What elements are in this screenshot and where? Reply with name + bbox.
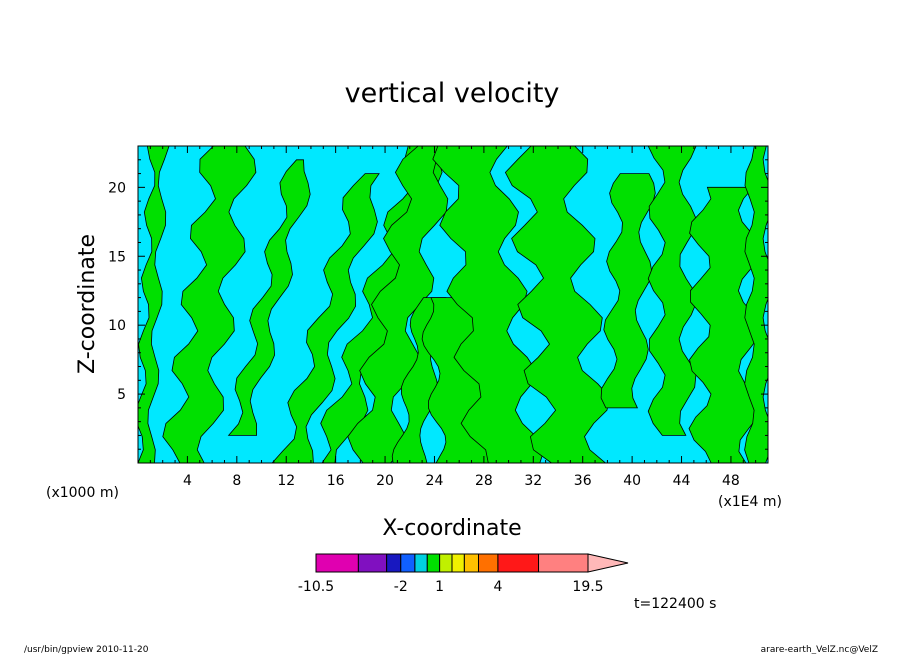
x-unit-right: (x1E4 m): [718, 494, 782, 510]
positive-band: [271, 173, 380, 463]
colorbar-labels: -10.5 -2 1 4 19.5: [298, 579, 604, 595]
colorbar-tick-label: -2: [394, 579, 408, 595]
x-tick-label: 36: [574, 473, 592, 489]
y-tick-label: 5: [117, 387, 126, 403]
footer-left: /usr/bin/gpview 2010-11-20: [24, 645, 149, 654]
x-tick-label: 8: [232, 473, 241, 489]
x-tick-label: 48: [722, 473, 740, 489]
x-unit-left: (x1000 m): [46, 485, 119, 501]
footer-right: arare-earth_VelZ.nc@VelZ: [761, 645, 878, 654]
x-tick-label: 44: [673, 473, 691, 489]
colorbar: [315, 553, 629, 573]
colorbar-tick-label: 4: [493, 579, 502, 595]
positive-band: [600, 173, 656, 409]
colorbar-segment: [477, 553, 499, 573]
colorbar-segment: [497, 553, 540, 573]
x-tick-label: 28: [475, 473, 493, 489]
y-tick-label: 15: [108, 249, 126, 265]
colorbar-segment: [426, 553, 441, 573]
colorbar-segment: [400, 553, 416, 573]
time-label: t=122400 s: [634, 596, 716, 612]
colorbar-tick-label: -10.5: [298, 579, 334, 595]
positive-band: [162, 146, 257, 463]
x-tick-label: 32: [524, 473, 542, 489]
colorbar-segment: [386, 553, 402, 573]
positive-band: [504, 146, 611, 463]
positive-bands: [138, 146, 768, 463]
y-tick-label: 10: [108, 318, 126, 334]
positive-band: [227, 159, 311, 436]
colorbar-tick-label: 19.5: [572, 579, 603, 595]
x-tick-label: 24: [426, 473, 444, 489]
colorbar-segment: [315, 553, 359, 573]
x-tick-label: 12: [277, 473, 295, 489]
colorbar-segment: [451, 553, 465, 573]
y-tick-label: 20: [108, 180, 126, 196]
positive-band: [647, 146, 697, 436]
y-axis: 5 10 15 20: [108, 145, 768, 450]
colorbar-segment: [357, 553, 388, 573]
x-tick-label: 16: [327, 473, 345, 489]
plot-area: [137, 145, 769, 464]
x-tick-label: 4: [183, 473, 192, 489]
x-axis-title: X-coordinate: [382, 516, 521, 541]
colorbar-segment: [414, 553, 428, 573]
colorbar-segment: [538, 553, 589, 573]
x-tick-label: 40: [623, 473, 641, 489]
positive-band: [744, 146, 768, 463]
chart-title: vertical velocity: [345, 78, 560, 109]
colorbar-segment: [439, 553, 453, 573]
colorbar-extend-arrow: [587, 553, 629, 573]
x-tick-label: 20: [376, 473, 394, 489]
colorbar-tick-label: 1: [435, 579, 444, 595]
plot-frame: [137, 145, 769, 464]
colorbar-segment: [463, 553, 479, 573]
y-axis-title: Z-coordinate: [75, 234, 100, 374]
